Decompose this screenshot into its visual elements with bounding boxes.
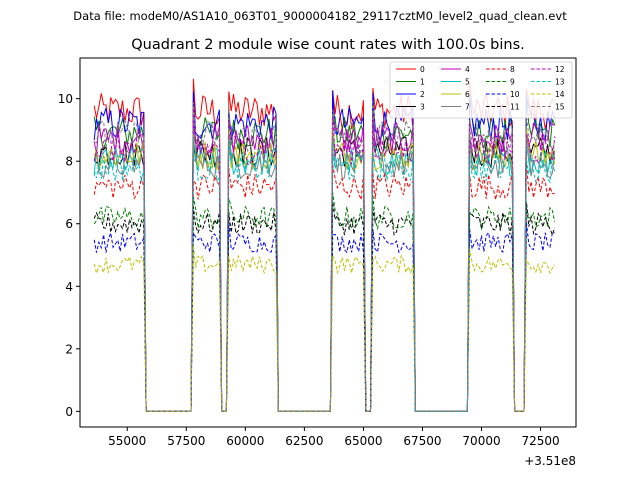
legend-label: 10 — [510, 90, 520, 99]
legend-label: 5 — [465, 78, 470, 87]
y-tick-label: 4 — [65, 280, 73, 294]
legend-label: 11 — [510, 103, 520, 112]
x-offset-label: +3.51e8 — [524, 454, 576, 468]
legend-label: 6 — [465, 90, 470, 99]
plot-frame — [79, 57, 577, 428]
x-tick-label: 55000 — [108, 434, 146, 448]
series-line-14 — [93, 244, 556, 412]
series-line-11 — [93, 201, 556, 412]
chart-title: Quadrant 2 module wise count rates with … — [131, 37, 525, 53]
legend-label: 15 — [555, 103, 565, 112]
legend-label: 2 — [420, 90, 425, 99]
x-tick-label: 67500 — [403, 434, 441, 448]
series-line-15 — [94, 101, 556, 412]
x-tick-label: 57500 — [167, 434, 205, 448]
y-tick-label: 2 — [65, 342, 73, 356]
y-tick-label: 8 — [65, 155, 73, 169]
x-tick-label: 62500 — [285, 434, 323, 448]
series-layer — [93, 78, 556, 412]
legend-label: 8 — [510, 65, 515, 74]
legend-label: 9 — [510, 78, 515, 87]
y-tick-label: 6 — [65, 217, 73, 231]
legend-label: 13 — [555, 78, 565, 87]
y-axis: 0 2 4 6 8 10 — [58, 92, 80, 419]
legend-label: 14 — [555, 90, 565, 99]
x-tick-label: 70000 — [462, 434, 500, 448]
legend-label: 7 — [465, 103, 470, 112]
x-tick-label: 65000 — [344, 434, 382, 448]
legend-label: 0 — [420, 65, 425, 74]
x-tick-label: 60000 — [226, 434, 264, 448]
x-axis: 55000 57500 60000 62500 65000 67500 70000 72500 — [108, 427, 560, 448]
series-line-13 — [93, 137, 556, 412]
legend-label: 3 — [420, 103, 425, 112]
y-tick-label: 0 — [65, 405, 73, 419]
x-tick-label: 72500 — [521, 434, 559, 448]
y-tick-label: 10 — [58, 92, 73, 106]
suptitle: Data file: modeM0/AS1A10_063T01_90000041… — [73, 9, 567, 23]
legend-label: 1 — [420, 78, 425, 87]
legend-label: 12 — [555, 65, 565, 74]
legend-label: 4 — [465, 65, 470, 74]
legend-frame — [389, 61, 573, 119]
